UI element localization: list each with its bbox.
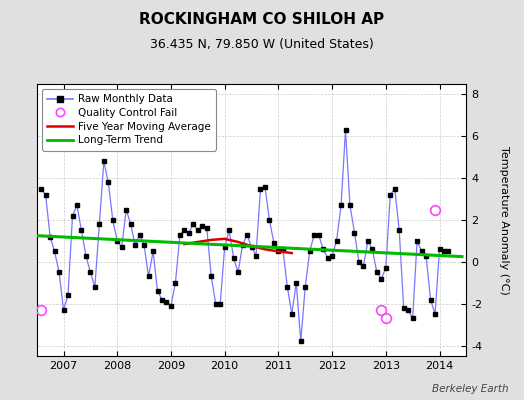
Legend: Raw Monthly Data, Quality Control Fail, Five Year Moving Average, Long-Term Tren: Raw Monthly Data, Quality Control Fail, … [42,89,216,150]
Text: ROCKINGHAM CO SHILOH AP: ROCKINGHAM CO SHILOH AP [139,12,385,27]
Y-axis label: Temperature Anomaly (°C): Temperature Anomaly (°C) [499,146,509,294]
Text: 36.435 N, 79.850 W (United States): 36.435 N, 79.850 W (United States) [150,38,374,51]
Text: Berkeley Earth: Berkeley Earth [432,384,508,394]
